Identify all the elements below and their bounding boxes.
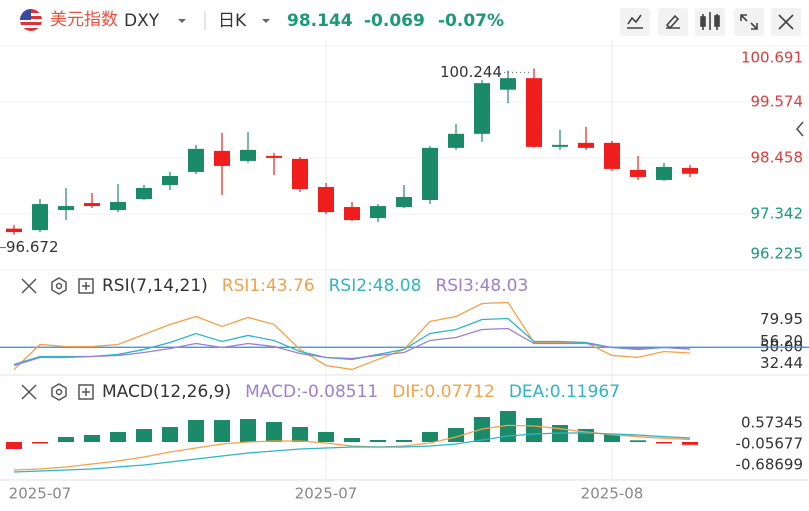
- legend-entry: DIF:0.07712: [392, 382, 495, 402]
- candle-body: [188, 148, 204, 172]
- candle-body: [500, 78, 516, 90]
- macd-bar: [110, 432, 126, 442]
- candle-body: [136, 187, 152, 200]
- legend-entry: MACD:-0.08511: [245, 382, 378, 402]
- x-tick-label: 2025-07: [295, 485, 358, 503]
- dropdown-caret[interactable]: [262, 19, 270, 23]
- y-tick-label: 79.95: [760, 310, 803, 328]
- legend-entry: DEA:0.11967: [509, 382, 620, 402]
- y-tick-label: 96.225: [751, 245, 804, 263]
- y-tick-label: 97.342: [751, 204, 804, 222]
- legend-entry: RSI3:48.03: [435, 276, 528, 296]
- macd-bar: [604, 434, 620, 442]
- macd-bar: [682, 442, 698, 445]
- candle-body: [526, 78, 542, 147]
- y-tick-label: 100.691: [741, 49, 803, 67]
- candle-body: [370, 206, 386, 219]
- macd-bar: [84, 435, 100, 442]
- y-tick-label: 56.20: [760, 332, 803, 350]
- macd-bar: [188, 420, 204, 442]
- macd-bar: [58, 437, 74, 442]
- indicator-icons[interactable]: [21, 277, 94, 295]
- candle-body: [240, 149, 256, 161]
- period[interactable]: 日K: [218, 11, 247, 31]
- candle-body: [292, 158, 308, 189]
- macd-bar: [656, 442, 672, 444]
- macd-bar: [422, 432, 438, 442]
- macd-bar: [500, 411, 516, 442]
- candle-body: [84, 203, 100, 207]
- indicator-line: [13, 424, 691, 471]
- candle-body: [318, 186, 334, 213]
- macd-bar: [630, 440, 646, 442]
- symbol[interactable]: DXY: [124, 11, 160, 31]
- y-tick-label: 99.574: [751, 93, 804, 111]
- y-tick-label: 98.458: [751, 149, 804, 167]
- index-title[interactable]: 美元指数: [50, 10, 118, 30]
- side-tab[interactable]: [795, 121, 804, 137]
- macd-bar: [318, 432, 334, 442]
- indicator-line: [13, 317, 691, 366]
- macd-bar: [526, 418, 542, 442]
- candle-body: [448, 133, 464, 148]
- indicator-title: MACD(12,26,9): [102, 382, 231, 402]
- change-pct: -0.07%: [438, 11, 504, 31]
- low-label: 96.672: [6, 238, 59, 256]
- candle-body: [396, 197, 412, 208]
- indicator-icons[interactable]: [21, 383, 94, 401]
- macd-bar: [292, 427, 308, 442]
- flag-icon: [20, 9, 42, 31]
- macd-bar: [370, 440, 386, 442]
- y-tick-label: -0.05677: [736, 434, 803, 452]
- legend-entry: RSI1:43.76: [222, 276, 315, 296]
- y-tick-label: -0.68699: [736, 455, 803, 473]
- candle-body: [630, 169, 646, 177]
- candle-body: [32, 204, 48, 231]
- macd-bar: [162, 427, 178, 442]
- candle-body: [162, 175, 178, 185]
- tool-button[interactable]: [734, 8, 764, 36]
- change: -0.069: [364, 11, 425, 31]
- x-tick-label: 2025-07: [9, 485, 72, 503]
- macd-bar: [240, 419, 256, 442]
- candle-body: [656, 166, 672, 180]
- dropdown-caret[interactable]: [178, 19, 186, 23]
- tool-button[interactable]: [658, 8, 688, 36]
- y-tick-label: 32.44: [760, 354, 803, 372]
- macd-bar: [396, 440, 412, 442]
- y-tick-label: 0.57345: [741, 413, 803, 431]
- indicator-line: [13, 432, 691, 473]
- indicator-title: RSI(7,14,21): [102, 276, 208, 296]
- macd-bar: [266, 422, 282, 442]
- macd-bar: [214, 420, 230, 442]
- x-tick-label: 2025-08: [581, 485, 644, 503]
- tool-icons: [627, 12, 794, 30]
- candle-body: [422, 147, 438, 201]
- macd-bar: [136, 429, 152, 442]
- legend-entry: RSI2:48.08: [329, 276, 422, 296]
- macd-bar: [32, 442, 48, 444]
- candle-body: [682, 167, 698, 174]
- candle-body: [552, 144, 568, 147]
- indicator-line: [13, 327, 691, 367]
- candle-body: [110, 202, 126, 211]
- candle-body: [266, 155, 282, 158]
- candle-body: [6, 228, 22, 233]
- candle-body: [58, 206, 74, 211]
- macd-bar: [6, 442, 22, 449]
- high-label: 100.244: [440, 63, 502, 81]
- candle-body: [604, 142, 620, 169]
- candle-body: [578, 142, 594, 148]
- candle-body: [474, 83, 490, 134]
- candle-body: [344, 207, 360, 221]
- macd-bar: [344, 438, 360, 442]
- candle-body: [214, 150, 230, 166]
- price: 98.144: [287, 11, 353, 31]
